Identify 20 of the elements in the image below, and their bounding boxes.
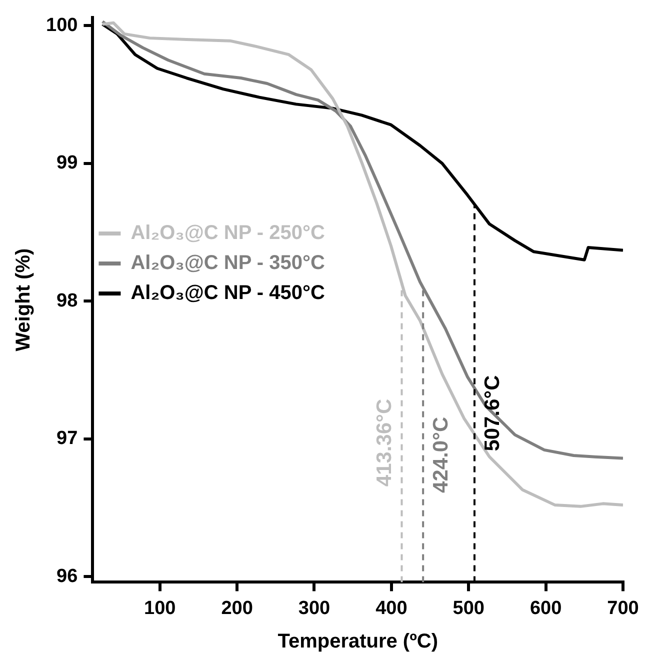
x-tick-label: 700	[607, 598, 639, 619]
x-tick-label: 600	[530, 598, 562, 619]
x-tick-label: 500	[452, 598, 484, 619]
ref-line-label: 507.6°C	[480, 375, 504, 452]
legend-label: Al₂O₃@C NP - 350°C	[130, 252, 325, 274]
ref-line-label: 413.36°C	[373, 398, 396, 487]
x-axis-title: Temperature (ºC)	[278, 630, 438, 653]
y-tick-label: 97	[56, 428, 78, 450]
ref-line-label: 424.0°C	[429, 416, 452, 493]
x-tick-label: 200	[221, 598, 253, 619]
x-tick-label: 100	[144, 598, 176, 619]
legend-label: Al₂O₃@C NP - 250°C	[130, 222, 325, 244]
y-tick-label: 98	[56, 290, 78, 312]
y-tick-label: 100	[46, 14, 78, 36]
legend-label: Al₂O₃@C NP - 450°C	[130, 282, 325, 304]
y-axis-title: Weight (%)	[12, 248, 35, 352]
x-tick-label: 400	[376, 598, 408, 619]
y-tick-label: 99	[56, 152, 78, 174]
x-tick-label: 300	[298, 598, 330, 619]
y-tick-label: 96	[56, 566, 78, 587]
